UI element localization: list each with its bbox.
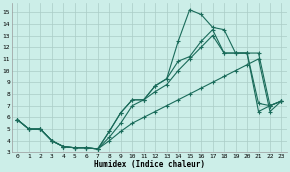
X-axis label: Humidex (Indice chaleur): Humidex (Indice chaleur) <box>94 160 205 169</box>
